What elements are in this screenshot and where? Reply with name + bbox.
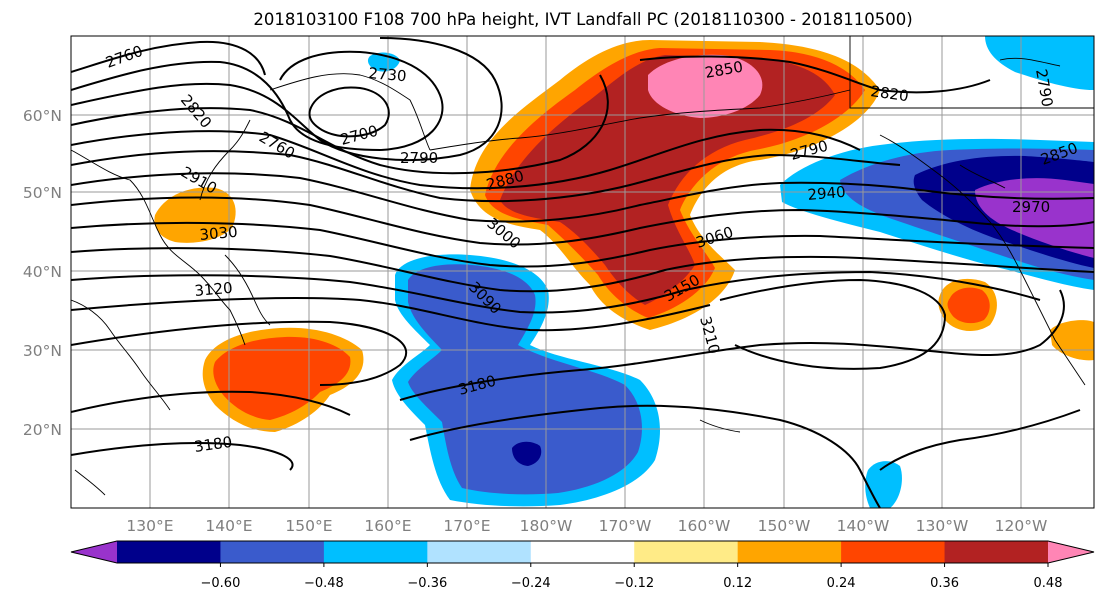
lon-label: 150°W — [758, 517, 811, 535]
colorbar-extend-high — [1048, 541, 1094, 563]
height-contours — [71, 37, 1094, 508]
west-positive-core — [213, 336, 351, 420]
map-plot-area: 2760 2730 2820 2700 2760 2790 2850 2820 … — [71, 36, 1094, 508]
lat-label: 20°N — [23, 421, 62, 439]
contour-label: 3030 — [199, 223, 239, 244]
lon-label: 170°W — [599, 517, 652, 535]
map-frame — [70, 35, 1095, 509]
lon-label: 130°W — [916, 517, 969, 535]
colorbar-swatch — [737, 541, 842, 563]
lon-label: 120°W — [995, 517, 1048, 535]
colorbar-tick-label: −0.12 — [614, 576, 654, 591]
colorbar-swatch — [944, 541, 1049, 563]
positive-plume-peak — [648, 54, 763, 118]
negative-central-core — [512, 441, 542, 466]
contour-label: 2940 — [807, 183, 847, 204]
pnw-positive-core — [947, 287, 990, 324]
colorbar-swatch — [323, 541, 428, 563]
latitude-labels: 60°N 50°N 40°N 30°N 20°N — [23, 107, 62, 439]
colorbar-swatch — [530, 541, 635, 563]
lat-label: 60°N — [23, 107, 62, 125]
lon-label: 130°E — [126, 517, 173, 535]
colorbar-outline — [70, 540, 1095, 564]
colorbar-tick-label: 0.48 — [1034, 576, 1063, 591]
lat-label: 30°N — [23, 342, 62, 360]
colorbar-ticks: −0.60 −0.48 −0.36 −0.24 −0.12 0.12 0.24 0.36 0.4… — [201, 563, 1063, 591]
colorbar-swatch — [117, 541, 221, 563]
lat-label: 50°N — [23, 184, 62, 202]
colorbar: −0.60 −0.48 −0.36 −0.24 −0.12 0.12 0.24 0.36 0.4… — [70, 540, 1095, 591]
colorbar-tick-label: −0.24 — [511, 576, 551, 591]
contour-label: 2790 — [400, 149, 438, 167]
colorbar-extend-low — [71, 541, 117, 563]
contour-label: 3120 — [194, 279, 234, 300]
colorbar-tick-label: −0.60 — [201, 576, 241, 591]
lon-label: 170°E — [443, 517, 490, 535]
positive-plume-core — [500, 55, 835, 305]
contour-label-group: 2760 2730 2820 2700 2760 2790 2850 2820 … — [103, 42, 1080, 456]
colorbar-tick-label: 0.12 — [723, 576, 752, 591]
lon-label: 160°W — [678, 517, 731, 535]
colorbar-tick-label: −0.48 — [304, 576, 344, 591]
negative-nw-patch — [985, 36, 1094, 90]
colorbar-swatches — [71, 541, 1094, 563]
lon-label: 150°E — [285, 517, 332, 535]
contour-label: 3180 — [193, 433, 233, 456]
colorbar-swatch — [634, 541, 739, 563]
contour-label: 2730 — [368, 64, 408, 85]
colorbar-tick-label: −0.36 — [407, 576, 447, 591]
lon-label: 140°E — [205, 517, 252, 535]
lat-label: 40°N — [23, 263, 62, 281]
negative-central-inner — [408, 264, 642, 495]
colorbar-tick-label: 0.36 — [930, 576, 959, 591]
lon-label: 140°W — [837, 517, 890, 535]
lon-label: 180°W — [520, 517, 573, 535]
colorbar-tick-label: 0.24 — [827, 576, 856, 591]
coastlines — [71, 36, 1094, 496]
colorbar-swatch — [220, 541, 325, 563]
lon-label: 160°E — [364, 517, 411, 535]
contour-label: 2820 — [869, 82, 909, 105]
figure-title: 2018103100 F108 700 hPa height, IVT Land… — [253, 10, 912, 29]
longitude-labels: 130°E 140°E 150°E 160°E 170°E 180°W 170°… — [126, 517, 1047, 535]
colorbar-swatch — [841, 541, 946, 563]
kamchatka-positive — [154, 187, 236, 243]
colorbar-swatch — [427, 541, 532, 563]
contour-label: 2970 — [1012, 198, 1050, 216]
